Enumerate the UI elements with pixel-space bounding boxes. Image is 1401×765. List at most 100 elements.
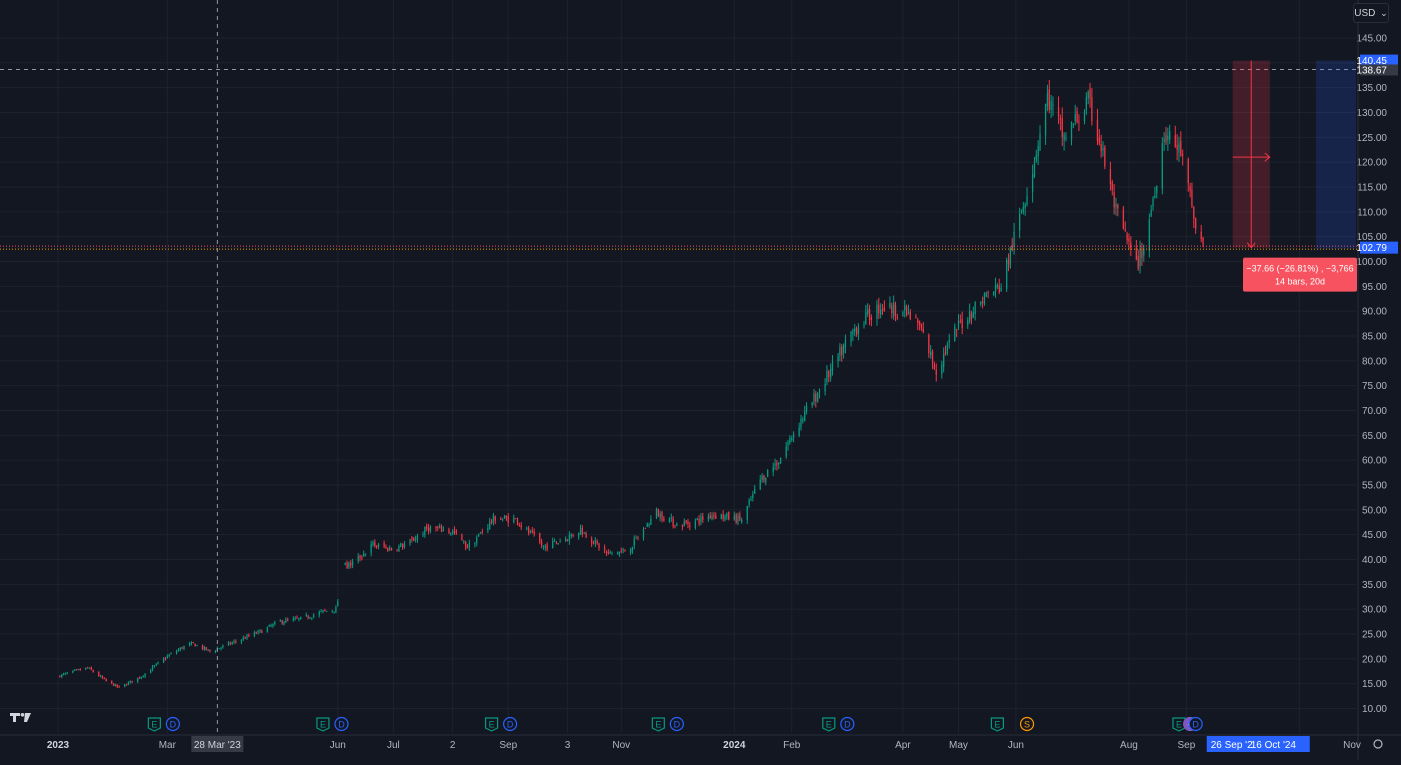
- candle-body: [285, 619, 287, 623]
- candle-body: [66, 672, 68, 674]
- candle-body: [253, 632, 256, 637]
- candle-body: [125, 684, 128, 686]
- candle-body: [865, 311, 867, 324]
- candle-body: [59, 675, 61, 678]
- candle-body: [1200, 231, 1202, 240]
- candle-body: [190, 642, 193, 645]
- candle-body: [435, 526, 437, 529]
- candle-body: [1063, 134, 1065, 141]
- candle-body: [477, 533, 480, 537]
- candle-body: [222, 645, 224, 648]
- candle-body: [261, 630, 263, 633]
- candle-body: [179, 647, 181, 651]
- candle-body: [972, 312, 974, 318]
- candle-body: [101, 675, 104, 679]
- candle-body: [1174, 135, 1176, 147]
- x-tick-label: 2023: [47, 740, 70, 751]
- candle-body: [792, 434, 795, 438]
- event-marker-earnings[interactable]: E: [990, 717, 1004, 732]
- candle-body: [188, 643, 191, 646]
- candle-body: [207, 649, 209, 651]
- candle-body: [140, 676, 143, 679]
- candle-body: [592, 543, 595, 545]
- candle-body: [779, 457, 782, 463]
- candle-body: [868, 309, 871, 320]
- candle-body: [968, 311, 971, 322]
- candle-body: [611, 553, 613, 555]
- dividend-icon: [840, 716, 855, 732]
- y-tick-label: 25.00: [1362, 630, 1387, 641]
- y-tick-label: 95.00: [1362, 282, 1387, 293]
- candle-body: [590, 538, 593, 544]
- candle-body: [557, 543, 559, 545]
- event-marker-dividend[interactable]: D: [334, 716, 349, 732]
- candle-body: [344, 563, 346, 566]
- gear-icon[interactable]: [1373, 739, 1383, 749]
- event-marker-earnings[interactable]: E: [316, 717, 330, 732]
- currency-dropdown[interactable]: USD ⌄: [1353, 3, 1389, 23]
- candle-body: [181, 647, 183, 649]
- candle-body: [153, 665, 155, 667]
- y-tick-label: 10.00: [1362, 704, 1387, 715]
- candle-body: [967, 320, 969, 326]
- y-tick-label: 100.00: [1356, 257, 1387, 268]
- event-marker-dividend[interactable]: D: [669, 716, 684, 732]
- crosshair-price-badge: [1360, 64, 1398, 76]
- candle-body: [1163, 138, 1165, 142]
- candle-body: [363, 553, 365, 557]
- x-tick-label: 3: [565, 740, 571, 751]
- candle-body: [700, 516, 702, 523]
- y-tick-label: 35.00: [1362, 580, 1387, 591]
- candle-body: [605, 551, 608, 553]
- candle-body: [331, 610, 333, 612]
- candle-body: [168, 654, 170, 657]
- candle-body: [559, 541, 561, 543]
- candle-body: [1024, 204, 1026, 209]
- candle-body: [909, 312, 911, 319]
- candle-body: [1070, 121, 1073, 140]
- event-marker-dividend[interactable]: D: [1188, 716, 1203, 732]
- candle-body: [765, 478, 767, 483]
- event-marker-earnings[interactable]: E: [1172, 717, 1186, 732]
- event-marker-earnings[interactable]: E: [651, 717, 665, 732]
- candle-body: [1122, 208, 1125, 229]
- candle-body: [994, 285, 997, 292]
- candle-body: [281, 620, 283, 624]
- event-marker-earnings[interactable]: E: [147, 717, 161, 732]
- event-marker-dividend[interactable]: D: [165, 716, 180, 732]
- candle-body: [944, 352, 947, 355]
- candle-body: [1191, 189, 1193, 207]
- candle-body: [689, 525, 691, 527]
- event-marker-earnings[interactable]: E: [484, 717, 499, 732]
- candle-body: [1195, 218, 1197, 229]
- candle-body: [722, 514, 724, 519]
- x-tick-label: Aug: [1120, 740, 1138, 751]
- candle-body: [427, 527, 430, 531]
- candle-body: [309, 617, 311, 619]
- candle-body: [294, 618, 296, 620]
- candle-body: [194, 643, 196, 647]
- candle-body: [307, 615, 309, 619]
- candle-body: [568, 535, 571, 542]
- candle-body: [142, 676, 144, 678]
- x-tick-label: Jun: [330, 740, 346, 751]
- event-marker-earnings[interactable]: E: [822, 717, 836, 732]
- measure-label-bars: 14 bars, 20d: [1275, 277, 1325, 287]
- candle-body: [1115, 203, 1117, 208]
- candle-body: [540, 541, 543, 546]
- event-marker-text: D: [170, 720, 177, 730]
- candle-body: [137, 677, 139, 682]
- last-price-label: 102.79: [1356, 243, 1387, 254]
- event-marker-dividend[interactable]: D: [840, 716, 855, 732]
- candle-body: [494, 516, 496, 521]
- event-marker-dividend[interactable]: D: [502, 716, 518, 732]
- candle-body: [440, 526, 443, 532]
- candle-body: [881, 308, 884, 311]
- event-marker-split[interactable]: S: [1019, 716, 1035, 732]
- candle-body: [98, 672, 100, 677]
- candle-body: [492, 515, 495, 523]
- x-tick-label: Apr: [895, 740, 911, 751]
